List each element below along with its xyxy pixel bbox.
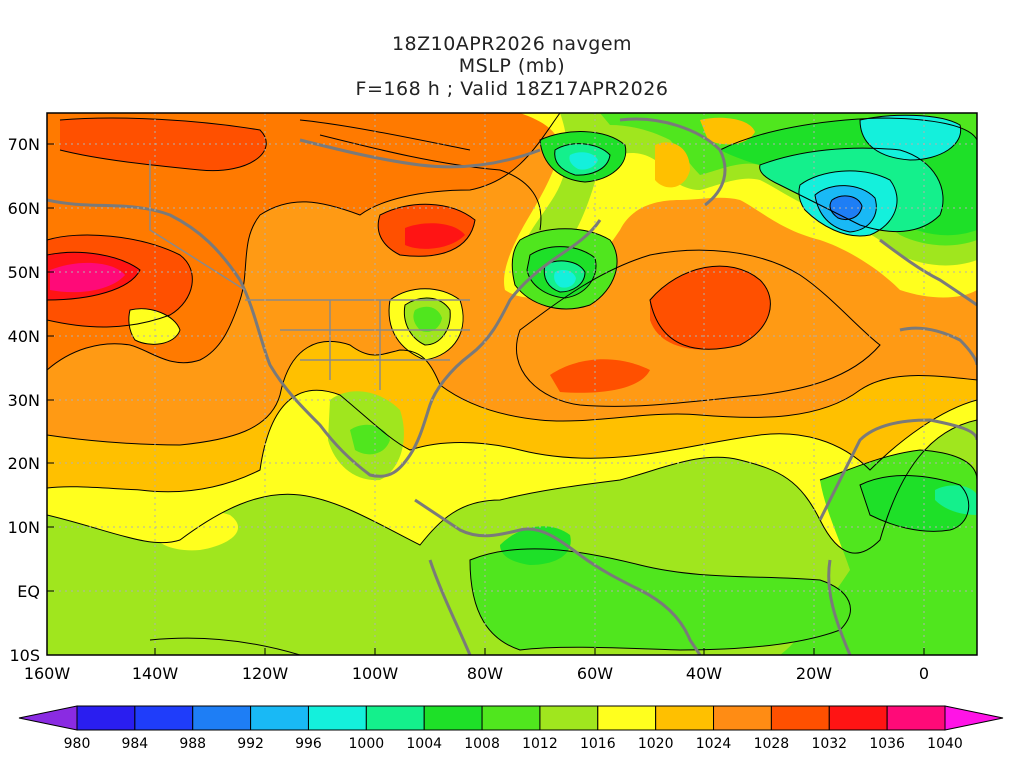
lat-tick-label: 10S [9,646,40,665]
colorbar-bin [134,705,194,731]
colorbar-label: 1040 [927,736,963,752]
isobars [47,113,977,655]
lon-tick-label: 160W [24,664,71,683]
title-line-2: MSLP (mb) [458,55,566,77]
colorbar-label: 1000 [349,736,385,752]
colorbar-bin [539,705,599,731]
lat-tick-label: 10N [8,518,40,537]
colorbar-bin [307,705,367,731]
colorbar-label: 988 [179,736,206,752]
colorbar-bin [365,705,425,731]
colorbar-label: 992 [237,736,264,752]
lon-tick-label: 80W [467,664,503,683]
colorbar-bin [192,705,252,731]
colorbar-bin [481,705,541,731]
lat-tick-label: 60N [8,199,40,218]
title-line-1: 18Z10APR2026 navgem [391,33,633,55]
axis-ticks: 160W 140W 120W 100W 80W 60W 40W 20W 0 70N 60N 50N 40… [8,135,929,683]
colorbar-label: 1036 [869,736,905,752]
colorbar-bin [828,705,888,731]
colorbar-bin [597,705,657,731]
lon-tick-label: 120W [242,664,289,683]
lon-tick-label: 100W [352,664,399,683]
lat-tick-label: 50N [8,263,40,282]
colorbar-bin [76,705,136,731]
colorbar-bin [713,705,772,731]
colorbar-label: 1004 [406,736,442,752]
colorbar-bin [886,705,946,731]
colorbar-label: 1020 [638,736,674,752]
colorbar-label: 1012 [522,736,558,752]
lon-tick-label: 140W [132,664,179,683]
colorbar-label: 1032 [811,736,847,752]
coastlines [47,117,977,655]
colorbar-bin [250,705,309,731]
map-frame [46,112,978,656]
lon-tick-label: 60W [577,664,613,683]
colorbar-label: 996 [295,736,322,752]
colorbar-label: 980 [64,736,91,752]
colorbar: 980 984 988 992 996 1000 1004 1008 1012 1016 1020 1… [18,705,1004,752]
lat-tick-label: 30N [8,391,40,410]
lon-tick-label: 20W [796,664,832,683]
colorbar-label: 1016 [580,736,616,752]
lon-tick-label: 40W [686,664,722,683]
colorbar-bin [655,705,715,731]
pressure-field [47,113,977,655]
colorbar-label: 1008 [464,736,500,752]
lat-tick-label: EQ [17,582,40,601]
colorbar-over-triangle [944,705,1004,731]
colorbar-bin [770,705,830,731]
lat-tick-label: 70N [8,135,40,154]
colorbar-bin [423,705,483,731]
colorbar-under-triangle [18,705,78,731]
colorbar-label: 984 [121,736,148,752]
lon-tick-label: 0 [919,664,929,683]
lat-tick-label: 20N [8,454,40,473]
lat-tick-label: 40N [8,327,40,346]
colorbar-label: 1028 [754,736,790,752]
colorbar-label: 1024 [696,736,732,752]
title-line-3: F=168 h ; Valid 18Z17APR2026 [355,78,669,100]
graticule [47,113,977,655]
